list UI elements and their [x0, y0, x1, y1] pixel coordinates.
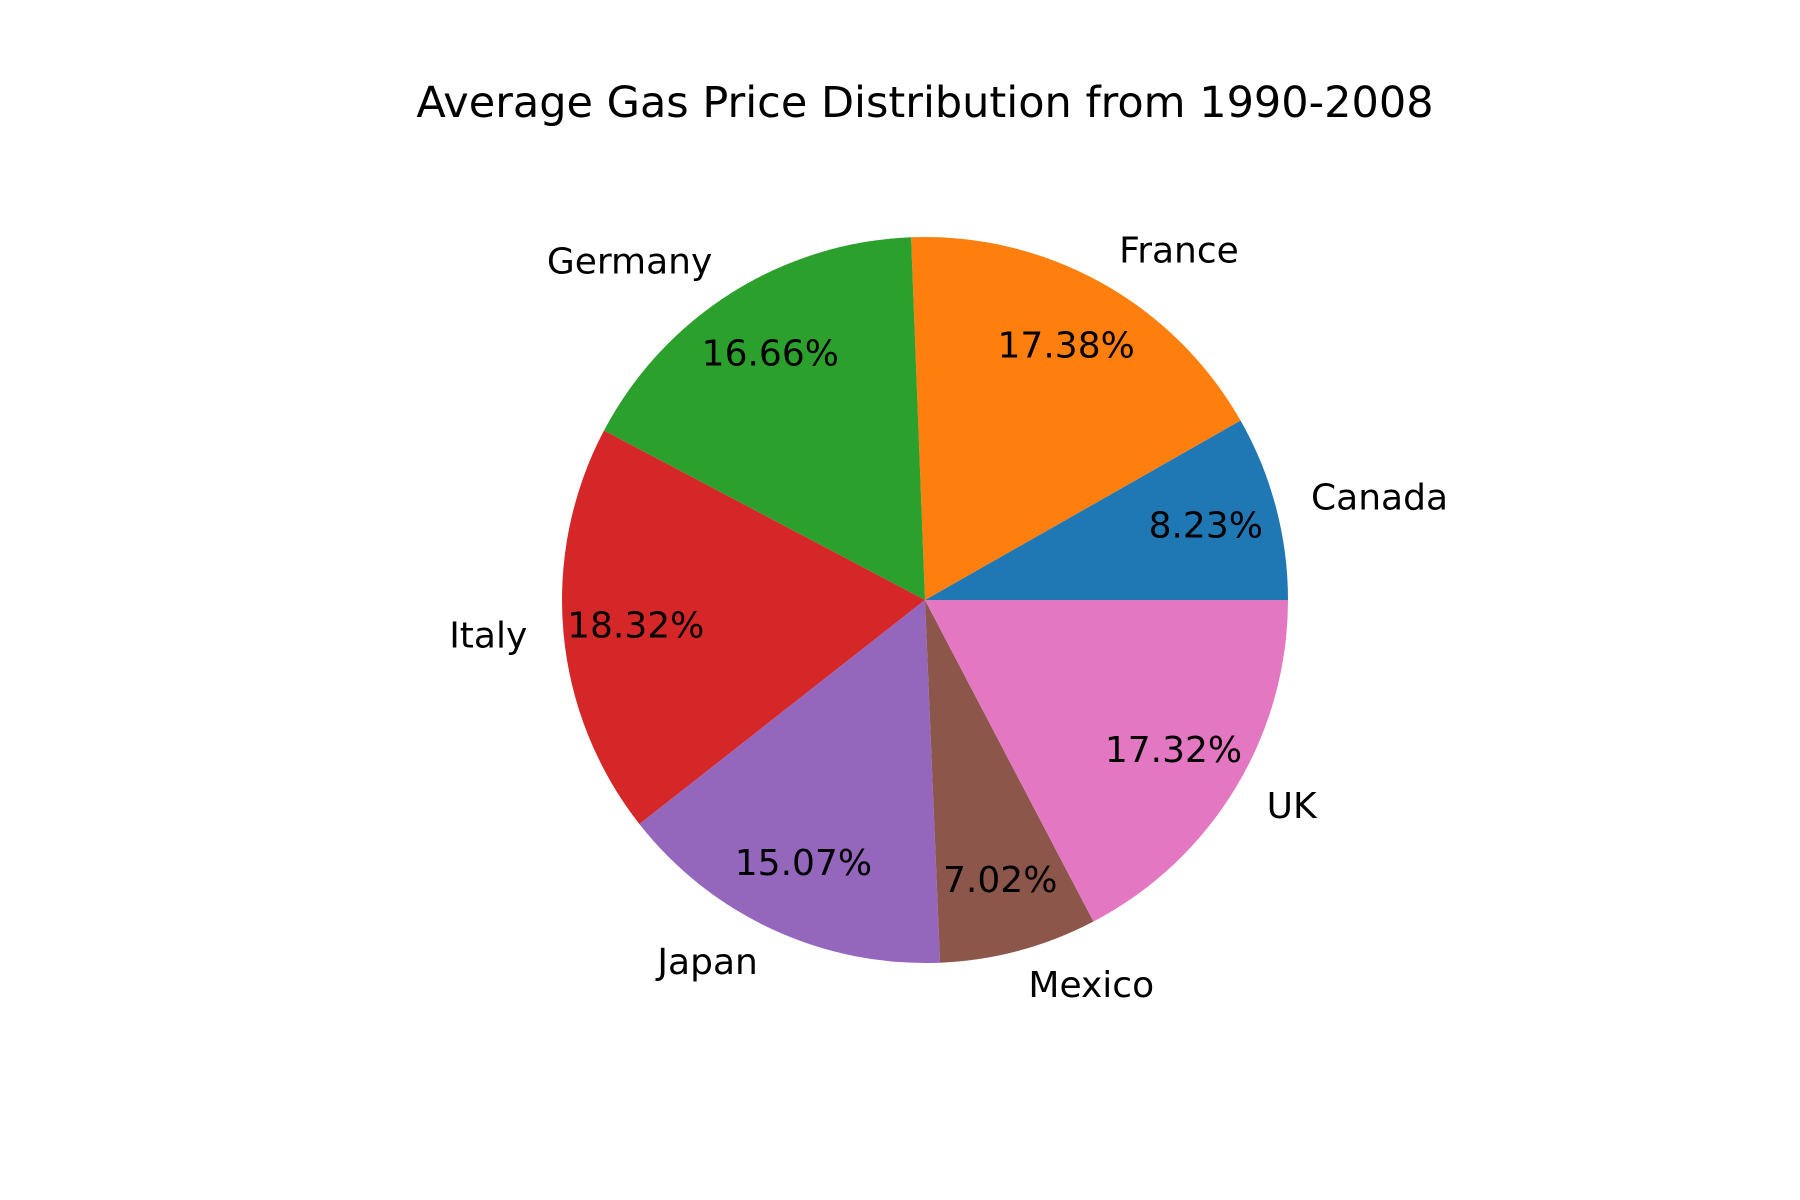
slice-percent-uk: 17.32% — [1105, 730, 1242, 771]
slice-label-france: France — [1119, 231, 1239, 272]
slice-percent-canada: 8.23% — [1149, 505, 1263, 546]
slice-percent-mexico: 7.02% — [943, 860, 1057, 901]
slice-label-canada: Canada — [1311, 477, 1448, 518]
pie-slice-germany — [603, 237, 925, 600]
slice-label-uk: UK — [1267, 786, 1318, 827]
slice-percent-france: 17.38% — [998, 326, 1135, 367]
pie-slice-canada — [925, 420, 1288, 600]
pie-slice-uk — [925, 600, 1288, 922]
chart-title: Average Gas Price Distribution from 1990… — [416, 78, 1433, 128]
slice-percent-japan: 15.07% — [735, 843, 872, 884]
pie-slices — [562, 237, 1288, 964]
pie-labels: Canada 8.23% France 17.38% Germany 16.66% Ital… — [449, 231, 1448, 1007]
slice-label-italy: Italy — [449, 615, 527, 656]
slice-percent-italy: 18.32% — [567, 606, 704, 647]
pie-slice-italy — [562, 430, 925, 825]
pie-slice-mexico — [925, 600, 1094, 963]
pie-slice-france — [911, 237, 1241, 600]
pie-slice-japan — [639, 600, 941, 964]
slice-label-mexico: Mexico — [1028, 965, 1154, 1006]
slice-label-germany: Germany — [547, 242, 712, 283]
slice-label-japan: Japan — [655, 942, 757, 983]
slice-percent-germany: 16.66% — [702, 334, 839, 375]
